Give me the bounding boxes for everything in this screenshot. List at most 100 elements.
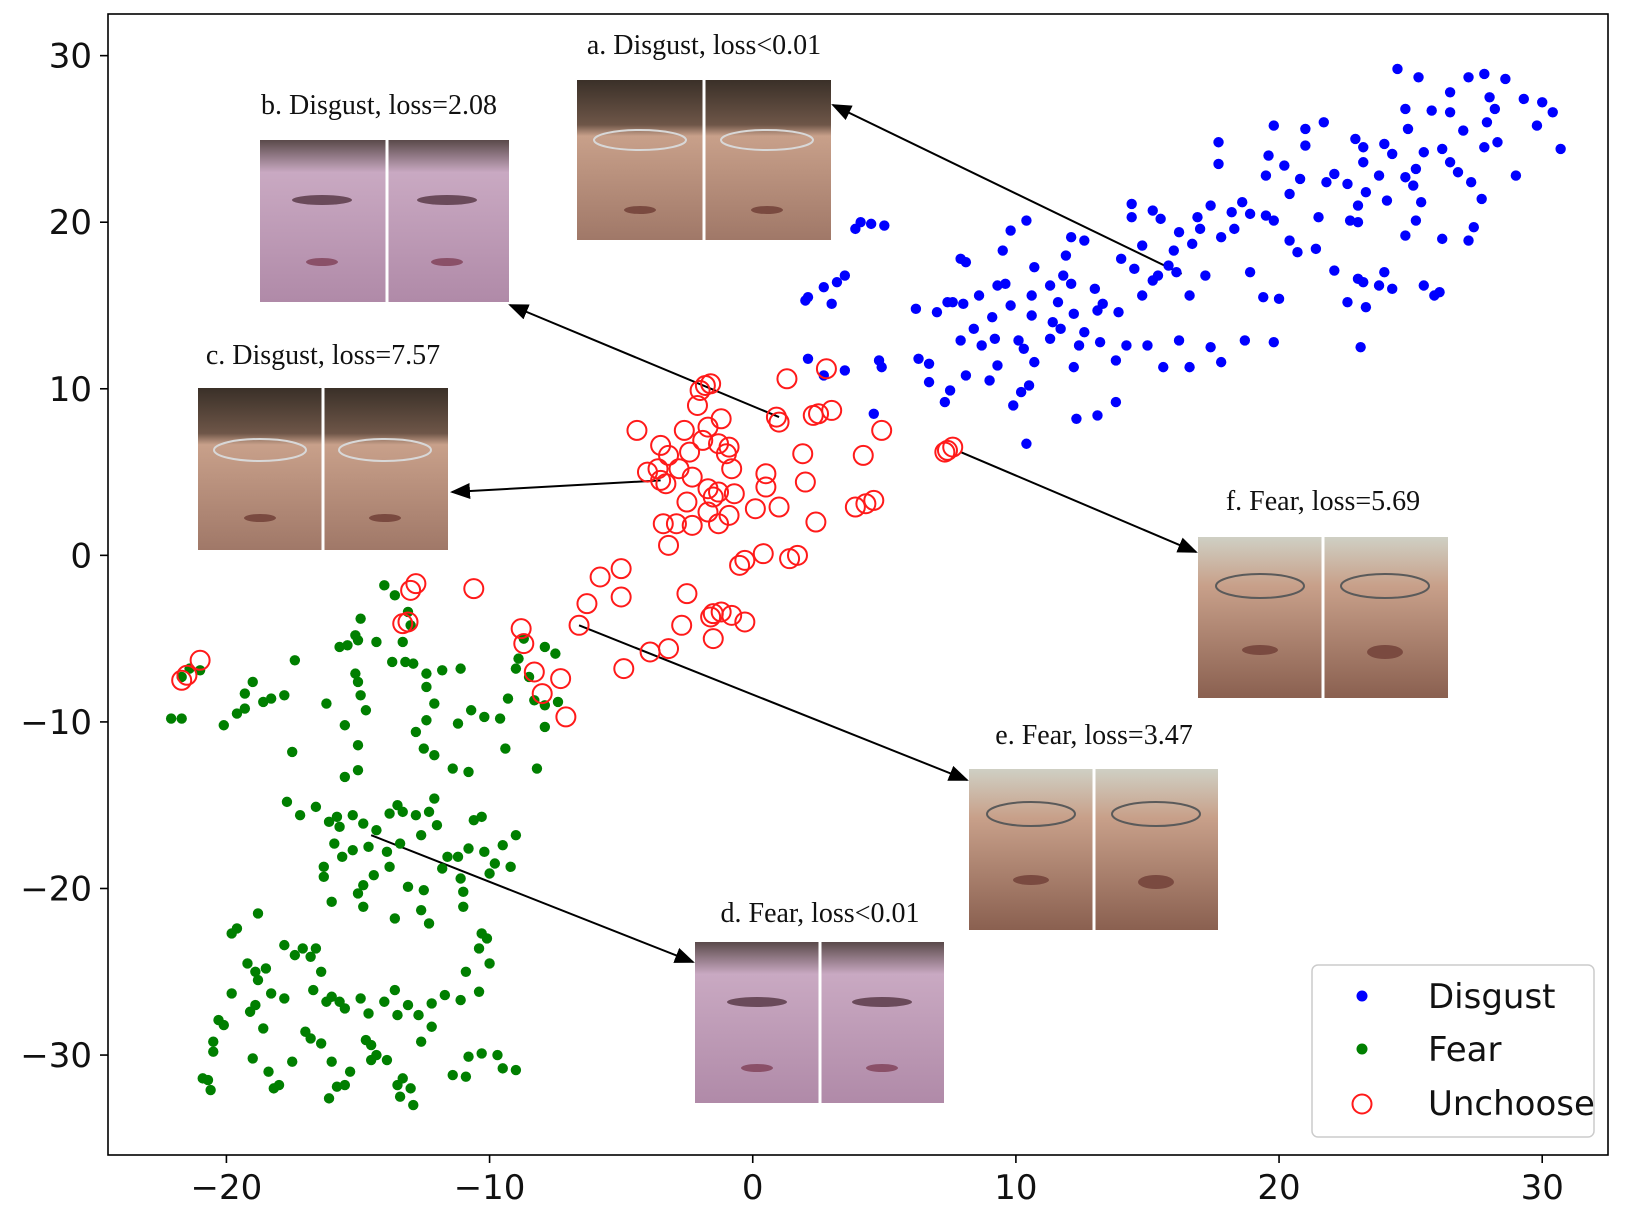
fear-point <box>523 671 535 683</box>
fear-point <box>552 696 564 708</box>
fear-point <box>218 720 229 731</box>
fear-point <box>394 838 406 849</box>
fear-point <box>489 858 501 869</box>
unchoose-ring <box>681 514 703 536</box>
fear-point <box>418 884 429 896</box>
disgust-point <box>1163 260 1174 271</box>
caption-e: e. Fear, loss=3.47 <box>995 720 1192 751</box>
annotation-arrow <box>960 451 1198 553</box>
fear-point <box>310 801 322 813</box>
unchoose-ring <box>794 471 816 493</box>
fear-point <box>476 811 487 823</box>
fear-point <box>305 951 316 962</box>
unchoose-ring <box>671 614 693 636</box>
disgust-point <box>992 280 1003 291</box>
disgust-point <box>968 323 979 335</box>
disgust-point <box>1023 380 1035 391</box>
fear-point <box>447 1069 458 1081</box>
fear-point <box>360 705 372 716</box>
legend: Disgust Fear Unchoose <box>1311 964 1595 1138</box>
disgust-point <box>1260 170 1272 181</box>
fear-point <box>510 663 522 674</box>
fear-point <box>500 743 511 754</box>
disgust-point <box>1518 93 1529 105</box>
legend-fear-label: Fear <box>1428 1030 1501 1070</box>
legend-fear-marker <box>1356 1043 1368 1055</box>
fear-point <box>405 620 416 631</box>
disgust-point <box>1500 73 1511 85</box>
disgust-point <box>1021 215 1032 226</box>
disgust-point <box>1187 238 1198 250</box>
disgust-point <box>1387 148 1398 160</box>
fear-point <box>363 841 374 853</box>
fear-point <box>239 688 251 699</box>
disgust-point <box>1018 343 1029 355</box>
fear-point <box>352 765 364 776</box>
fear-point <box>421 715 432 726</box>
unchoose-ring <box>681 466 703 488</box>
unchoose-ring <box>768 496 790 518</box>
fear-point <box>479 711 490 723</box>
disgust-point <box>1173 335 1185 346</box>
unchoose-ring <box>676 583 698 605</box>
caption-b: b. Disgust, loss=2.08 <box>261 90 497 121</box>
fear-point <box>455 994 466 1006</box>
x-tick-label: −20 <box>191 1168 263 1208</box>
disgust-point <box>868 408 879 419</box>
scatter-points <box>165 63 1566 1111</box>
disgust-point <box>1268 120 1279 131</box>
unchoose-ring <box>729 554 751 576</box>
fear-point <box>287 746 298 758</box>
face-images <box>198 80 1448 1103</box>
y-tick-label: 0 <box>70 536 92 576</box>
fear-point <box>252 908 264 919</box>
annotation-captions: a. Disgust, loss<0.01 b. Disgust, loss=2… <box>206 30 1420 929</box>
disgust-point <box>1342 296 1353 308</box>
unchoose-ring <box>589 566 611 588</box>
fear-point <box>392 800 403 811</box>
fear-point <box>460 966 472 977</box>
fear-point <box>447 763 458 774</box>
fear-point <box>484 958 495 969</box>
fear-point <box>502 693 514 704</box>
caption-c: c. Disgust, loss=7.57 <box>206 340 440 371</box>
fear-point <box>318 861 329 873</box>
disgust-point <box>1073 340 1085 351</box>
fear-point <box>408 1099 419 1111</box>
legend-unchoose-label: Unchoose <box>1428 1084 1595 1124</box>
unchoose-ring <box>871 419 893 441</box>
legend-disgust-label: Disgust <box>1428 977 1556 1017</box>
disgust-point <box>1413 72 1424 83</box>
unchoose-ring <box>792 443 814 465</box>
disgust-point <box>1013 335 1024 346</box>
disgust-point <box>1437 233 1448 245</box>
fear-point <box>342 640 353 651</box>
fear-point <box>329 838 340 849</box>
disgust-point <box>1373 170 1385 181</box>
fear-point <box>363 1008 374 1019</box>
disgust-point <box>976 340 987 351</box>
disgust-point <box>1408 180 1419 191</box>
disgust-point <box>1137 240 1148 251</box>
fear-point <box>239 703 251 714</box>
unchoose-ring <box>176 664 198 686</box>
fear-point <box>550 648 561 659</box>
fear-point <box>205 1084 216 1096</box>
fear-point <box>287 1056 298 1067</box>
fear-point <box>352 676 364 688</box>
fear-point <box>371 824 382 836</box>
disgust-point <box>1184 290 1195 301</box>
unchoose-ring <box>721 604 743 626</box>
disgust-point <box>1126 212 1137 223</box>
disgust-point <box>1400 230 1411 241</box>
unchoose-ring <box>555 706 577 728</box>
unchoose-ring <box>658 444 680 466</box>
x-tick-label: 20 <box>1257 1168 1300 1208</box>
fear-point <box>252 974 264 986</box>
fear-point <box>326 991 337 1002</box>
fear-point <box>473 943 485 954</box>
disgust-point <box>1273 293 1285 305</box>
y-tick-label: −30 <box>20 1036 92 1076</box>
fear-point <box>297 943 308 954</box>
unchoose-ring <box>689 379 711 401</box>
